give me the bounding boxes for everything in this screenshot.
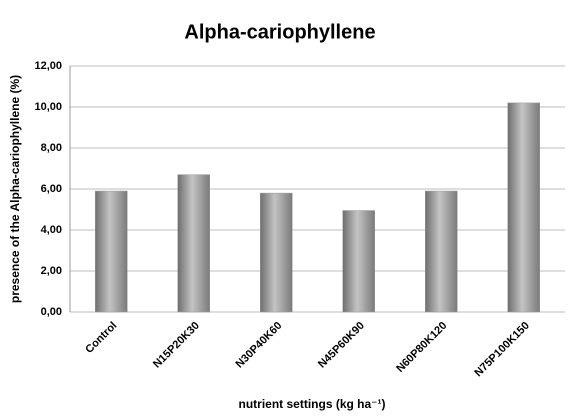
bar: [342, 210, 375, 313]
chart-title: Alpha-cariophyllene: [184, 21, 375, 43]
y-tick-label: 4,00: [41, 224, 62, 236]
x-tick-label: N15P20K30: [151, 320, 202, 371]
y-axis-label: presence of the Alpha-cariophyllene (%): [8, 75, 22, 303]
y-tick-label: 6,00: [41, 183, 62, 195]
y-tick-label: 10,00: [34, 101, 62, 113]
y-tick-label: 12,00: [34, 60, 62, 72]
bar: [425, 190, 458, 313]
y-tick-label: 2,00: [41, 265, 62, 277]
x-tick-label: Control: [83, 320, 119, 356]
x-axis-label: nutrient settings (kg ha⁻¹): [239, 397, 386, 411]
x-tick-label: N75P100K150: [472, 320, 532, 380]
x-tick-label: N45P60K90: [316, 320, 367, 371]
x-tick-label: N60P80K120: [394, 320, 449, 375]
bar: [260, 192, 293, 313]
bar: [507, 102, 540, 313]
y-tick-label: 0,00: [41, 306, 62, 318]
bar: [177, 174, 210, 313]
x-tick-label: N30P40K60: [234, 320, 285, 371]
y-tick-label: 8,00: [41, 142, 62, 154]
bar: [95, 190, 128, 313]
